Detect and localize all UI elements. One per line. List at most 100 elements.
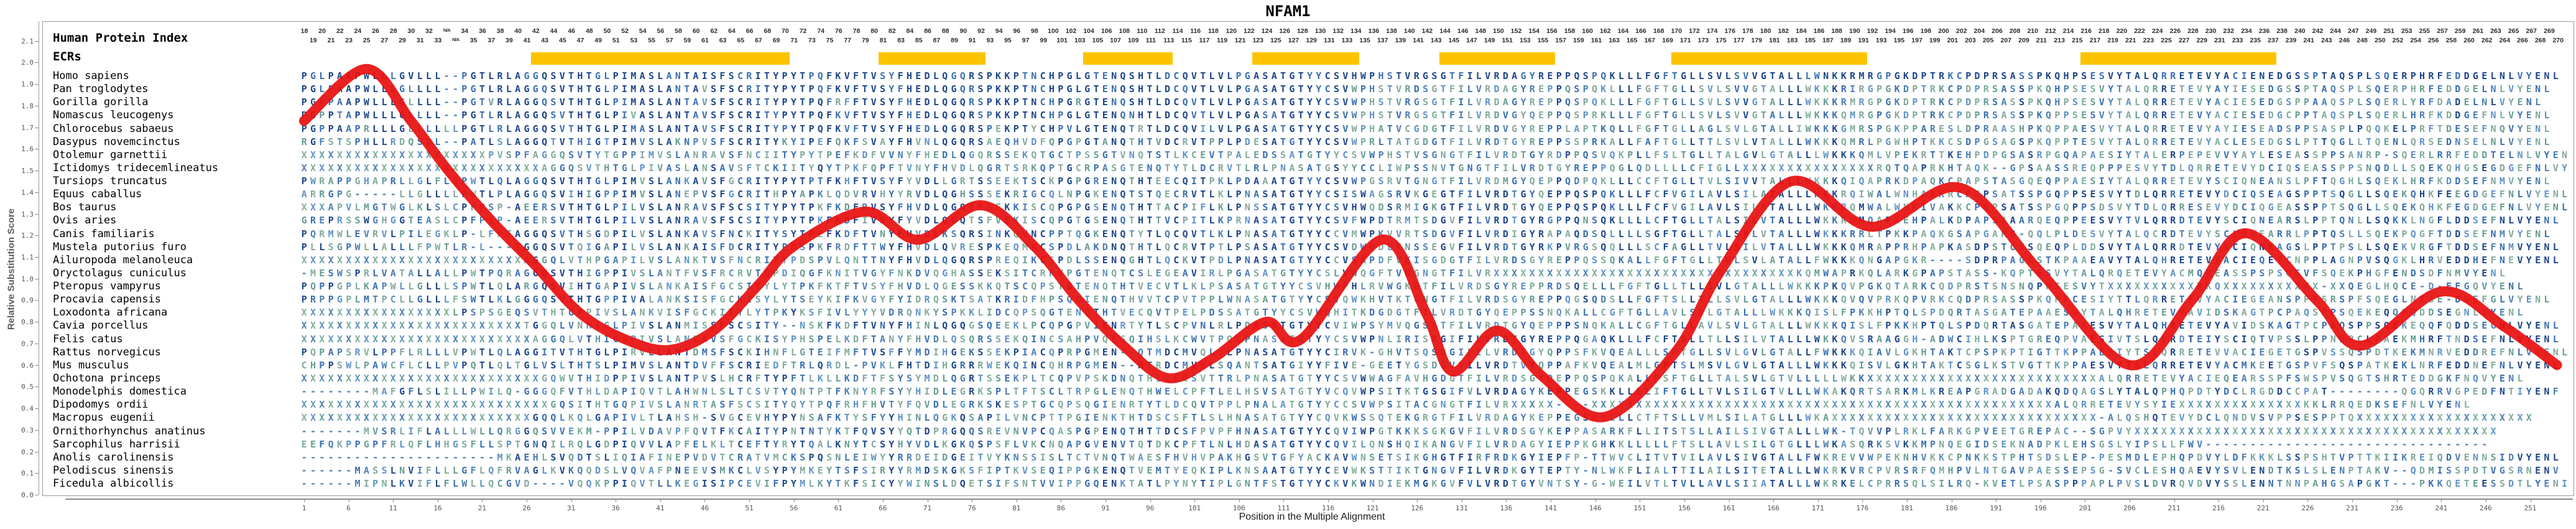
position-number: 222 — [2134, 27, 2145, 35]
position-number: 189 — [1840, 37, 1852, 44]
position-number: 263 — [2490, 27, 2501, 35]
position-number: 160 — [1582, 27, 1593, 35]
y-tick-label: 1.7 — [21, 123, 34, 132]
position-number: 18 — [300, 27, 308, 35]
position-number: 36 — [479, 27, 486, 35]
position-number: 79 — [861, 37, 869, 44]
position-number: 165 — [1626, 37, 1638, 44]
position-number: 86 — [924, 27, 931, 35]
position-number: 177 — [1733, 37, 1745, 44]
position-number: 90 — [959, 27, 967, 35]
position-number: 215 — [2072, 37, 2083, 44]
position-number: 254 — [2410, 37, 2421, 44]
position-number: 228 — [2187, 27, 2199, 35]
position-number: 191 — [1858, 37, 1869, 44]
position-number: 49 — [594, 37, 602, 44]
position-number: 161 — [1590, 37, 1602, 44]
position-number: 64 — [728, 27, 736, 35]
position-number: 71 — [790, 37, 798, 44]
position-number: 238 — [2276, 27, 2287, 35]
position-number: 112 — [1154, 27, 1165, 35]
x-tick-label: 101 — [1188, 504, 1201, 512]
position-number: 31 — [416, 37, 424, 44]
ecr-bar — [1671, 52, 1867, 65]
species-label: Canis familiaris — [53, 227, 155, 240]
position-number: 164 — [1617, 27, 1629, 35]
position-number: 200 — [1938, 27, 1949, 35]
position-number: 260 — [2463, 37, 2475, 44]
position-number: 70 — [782, 27, 789, 35]
position-number: 151 — [1502, 37, 1513, 44]
position-number: 150 — [1493, 27, 1504, 35]
ecrs-label: ECRs — [53, 50, 81, 63]
position-number: 99 — [1040, 37, 1048, 44]
position-number: 208 — [2009, 27, 2021, 35]
position-number: 229 — [2196, 37, 2208, 44]
x-tick-mark — [1773, 499, 1775, 502]
x-tick-mark — [2263, 499, 2264, 502]
position-number: 27 — [381, 37, 389, 44]
position-number: 100 — [1048, 27, 1059, 35]
position-number: 270 — [2552, 37, 2564, 44]
position-number: 127 — [1288, 37, 1300, 44]
position-number: 220 — [2116, 27, 2128, 35]
position-number: 122 — [1244, 27, 1255, 35]
x-tick-mark — [660, 499, 661, 502]
position-number: 106 — [1101, 27, 1112, 35]
species-label: Monodelphis domestica — [53, 385, 187, 398]
position-number: 226 — [2169, 27, 2181, 35]
y-tick-mark — [35, 429, 39, 431]
position-number: 237 — [2268, 37, 2279, 44]
x-tick-mark — [793, 499, 795, 502]
position-number: 234 — [2241, 27, 2252, 35]
position-number: 269 — [2544, 27, 2555, 35]
position-number: 22 — [336, 27, 344, 35]
x-tick-label: 216 — [2212, 504, 2225, 512]
position-number: 40 — [514, 27, 522, 35]
position-number: 196 — [1902, 27, 1914, 35]
position-number: 56 — [657, 27, 665, 35]
position-number: 138 — [1386, 27, 1397, 35]
x-tick-label: 141 — [1544, 504, 1558, 512]
position-number: 248 — [2357, 37, 2368, 44]
position-number: 194 — [1885, 27, 1896, 35]
position-number: 186 — [1813, 27, 1825, 35]
species-label: Chlorocebus sabaeus — [53, 122, 174, 135]
position-number: 125 — [1270, 37, 1281, 44]
position-number: 166 — [1635, 27, 1646, 35]
position-number: 146 — [1457, 27, 1469, 35]
ecr-bar — [1439, 52, 1556, 65]
y-tick-label: 1.8 — [21, 101, 34, 110]
y-tick-label: 0.1 — [21, 469, 34, 478]
position-number: 76 — [834, 27, 843, 35]
position-number: 217 — [2089, 37, 2101, 44]
x-tick-mark — [1506, 499, 1507, 502]
x-tick-label: 236 — [2390, 504, 2403, 512]
position-number: 230 — [2205, 27, 2217, 35]
position-number: 92 — [977, 27, 985, 35]
position-number: 97 — [1022, 37, 1030, 44]
y-tick-label: 0.2 — [21, 447, 34, 456]
position-number: 83 — [897, 37, 905, 44]
position-number: 253 — [2401, 27, 2412, 35]
position-number: 268 — [2534, 37, 2546, 44]
x-tick-mark — [2396, 499, 2398, 502]
position-number: 214 — [2062, 27, 2074, 35]
position-number: 240 — [2294, 27, 2306, 35]
position-number: 209 — [2018, 37, 2029, 44]
y-tick-mark — [35, 365, 39, 366]
x-tick-mark — [1283, 499, 1285, 502]
position-number: 190 — [1849, 27, 1860, 35]
x-tick-mark — [838, 499, 839, 502]
x-tick-label: 186 — [1945, 504, 1958, 512]
